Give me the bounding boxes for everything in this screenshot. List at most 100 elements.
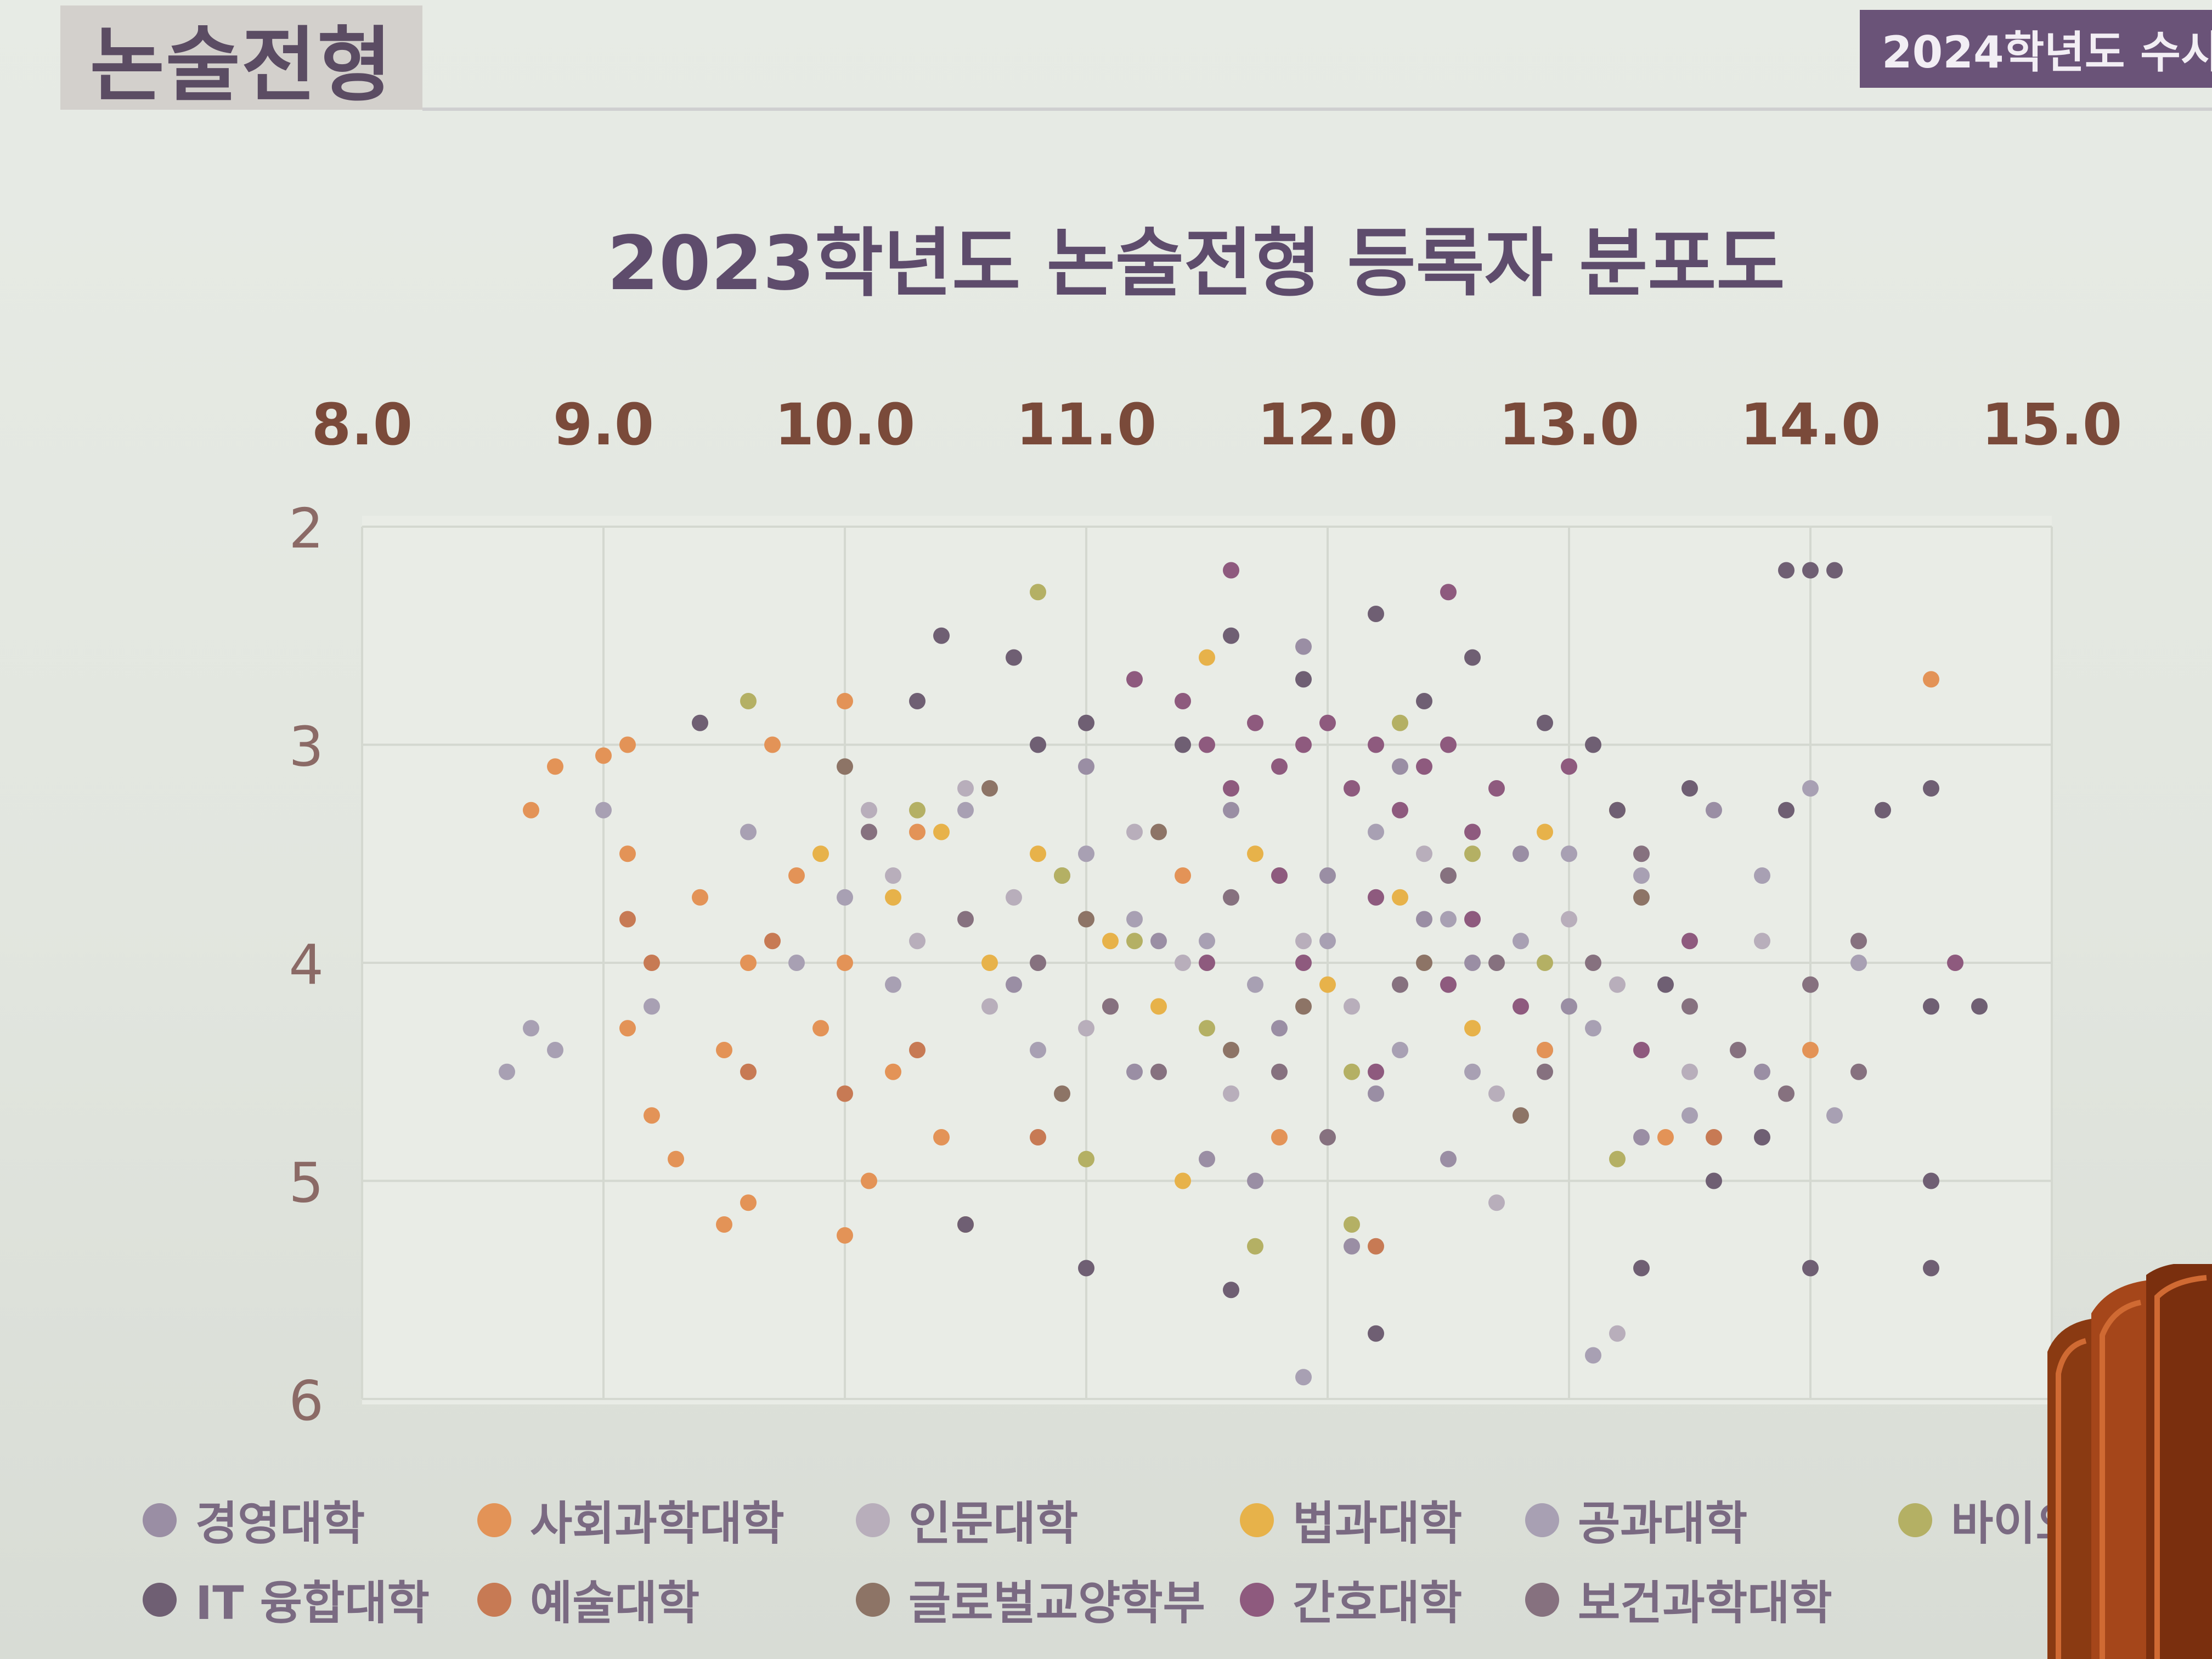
data-point [1488,780,1505,797]
data-point [1392,976,1408,993]
legend-label: 공과대학 [1578,1497,1748,1550]
data-point [1199,955,1215,971]
data-point [1223,1085,1239,1102]
data-point [692,714,708,731]
data-point [1416,845,1432,862]
data-point [644,955,660,971]
data-point [1778,562,1795,579]
data-point [1681,1063,1698,1080]
data-point [885,1063,901,1080]
data-point [1561,911,1577,928]
data-point [1223,780,1239,797]
data-point [1923,998,1939,1015]
data-point [1488,955,1505,971]
legend-item: 경영대학 [143,1487,365,1553]
data-point [957,911,974,928]
data-point [1054,867,1070,884]
data-point [1030,584,1046,601]
data-point [1802,780,1819,797]
data-point [1319,867,1336,884]
data-point [1609,1325,1626,1342]
legend-swatch [1525,1582,1559,1617]
section-tag: 논술전형 [60,5,422,112]
data-point [1368,1238,1384,1255]
data-point [1199,933,1215,950]
data-point [1078,911,1094,928]
data-point [1585,1020,1601,1037]
data-point [1681,780,1698,797]
legend-label: 예술대학 [530,1576,700,1630]
data-point [1464,911,1481,928]
data-point [1633,1260,1650,1277]
data-point [1392,802,1408,819]
data-point [1102,933,1119,950]
data-point [909,1042,926,1058]
data-point [1199,1150,1215,1167]
data-point [1030,736,1046,753]
data-point [1923,780,1939,797]
series-4 [499,780,1939,1386]
data-point [1537,1063,1553,1080]
data-point [1344,1216,1360,1233]
data-point [1440,736,1457,753]
data-point [1126,933,1143,950]
legend-label: 사회과학대학 [530,1497,785,1550]
data-point [1175,1172,1191,1189]
data-point [1392,714,1408,731]
data-point [1295,998,1312,1015]
data-point [1175,955,1191,971]
data-point [1778,802,1795,819]
data-point [1271,1020,1288,1037]
data-point [1633,845,1650,862]
legend-item: 예술대학 [477,1566,699,1633]
data-point [1368,1085,1384,1102]
data-point [1392,889,1408,906]
data-point [1730,1042,1746,1058]
data-point [1802,1042,1819,1058]
data-point [837,955,853,971]
data-point [788,955,805,971]
chart-legend: 경영대학 사회과학대학 인문대학 법과대학 공과대학 바이오 IT 융합대학 예술대학 글로벌교… [143,1487,2078,1651]
data-point [885,976,901,993]
legend-swatch [143,1582,177,1617]
data-point [644,1107,660,1124]
legend-label: 경영대학 [195,1497,365,1550]
data-point [1271,758,1288,775]
data-point [885,889,901,906]
data-point [1464,823,1481,840]
data-point [957,1216,974,1233]
data-point [1416,693,1432,709]
data-point [1368,1325,1384,1342]
legend-swatch [856,1582,890,1617]
data-point [1223,562,1239,579]
data-point [1126,911,1143,928]
legend-item: 간호대학 [1240,1566,1462,1633]
data-point [1102,998,1119,1015]
legend-item: 공과대학 [1525,1487,1747,1553]
data-point [1464,845,1481,862]
data-point [1416,955,1432,971]
data-point [1126,1063,1143,1080]
data-point [1633,867,1650,884]
data-point [1657,976,1674,993]
data-point [740,1063,757,1080]
x-tick-label: 12.0 [1257,391,1398,458]
data-point [1175,736,1191,753]
data-point [1295,638,1312,655]
data-point [1223,889,1239,906]
data-point [1247,1172,1263,1189]
data-point [1609,1150,1626,1167]
data-point [1223,1042,1239,1058]
data-point [909,823,926,840]
data-point [957,802,974,819]
data-point [740,955,757,971]
data-point [1030,845,1046,862]
data-point [1368,1063,1384,1080]
data-point [1126,823,1143,840]
data-point [957,780,974,797]
data-point [1971,998,1988,1015]
legend-item: 인문대학 [856,1487,1078,1553]
data-point [1513,1107,1529,1124]
data-point [933,1129,950,1146]
